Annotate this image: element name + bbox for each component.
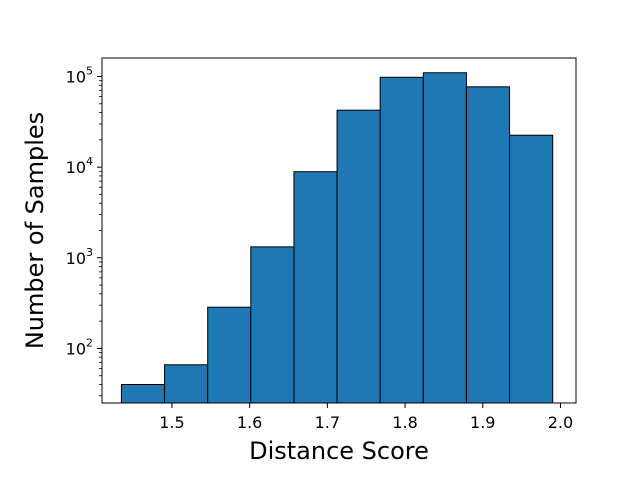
x-axis-label: Distance Score: [249, 437, 429, 465]
y-tick-base: 10: [66, 249, 86, 268]
y-tick-base: 10: [66, 68, 86, 87]
x-tick-label: 1.8: [392, 413, 417, 432]
histogram-bar: [250, 246, 295, 404]
y-tick-exponent: 3: [86, 246, 93, 259]
y-tick-exponent: 2: [86, 336, 93, 349]
x-tick-label: 1.7: [315, 413, 340, 432]
x-tick-label: 1.9: [470, 413, 495, 432]
x-tick-label: 2.0: [548, 413, 573, 432]
y-tick-label: 104: [66, 155, 93, 177]
y-tick-base: 10: [66, 158, 86, 177]
x-tick-label: 1.6: [237, 413, 262, 432]
x-ticks-group: 1.5 1.6 1.7 1.8 1.9 2.0: [159, 403, 573, 432]
y-tick-label: 103: [66, 246, 93, 268]
histogram-bar: [422, 72, 467, 404]
y-tick-exponent: 4: [86, 155, 93, 168]
y-tick-exponent: 5: [86, 65, 93, 78]
y-tick-label: 105: [66, 65, 93, 87]
y-tick-base: 10: [66, 339, 86, 358]
histogram-bar: [207, 306, 252, 404]
histogram-bar: [509, 134, 554, 404]
histogram-bar: [336, 109, 381, 404]
y-tick-label: 102: [66, 336, 93, 358]
y-axis-label: Number of Samples: [21, 112, 49, 349]
histogram-bar: [465, 86, 511, 404]
histogram-bar: [293, 171, 338, 404]
histogram-bar: [120, 383, 166, 404]
histogram-bar: [164, 364, 209, 404]
bars-group: [120, 72, 554, 404]
plot-frame: [101, 57, 577, 404]
histogram-bar: [379, 76, 424, 404]
x-tick-label: 1.5: [159, 413, 184, 432]
